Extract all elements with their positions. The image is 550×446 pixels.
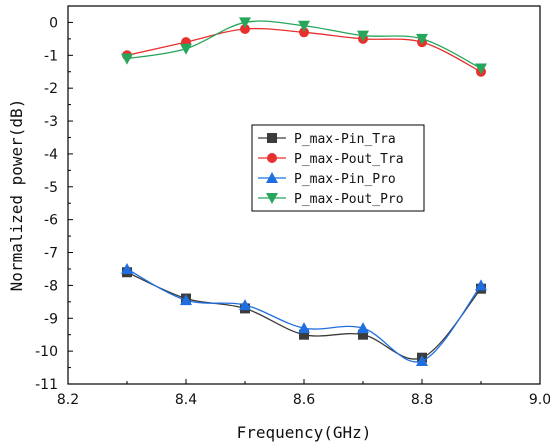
y-axis-title: Normalized power(dB): [7, 99, 26, 292]
data-point: [239, 299, 251, 311]
data-point: [121, 262, 133, 274]
legend-marker: [267, 133, 277, 143]
series-2: [121, 262, 487, 366]
data-point: [475, 63, 487, 75]
data-point: [180, 43, 192, 55]
x-tick-label: 8.6: [293, 392, 315, 408]
y-tick-label: -2: [44, 81, 58, 97]
data-point: [121, 53, 133, 65]
legend-label: P_max-Pout_Pro: [294, 192, 404, 207]
data-point: [358, 329, 368, 340]
x-tick-label: 8.8: [411, 392, 433, 408]
data-point: [239, 17, 251, 29]
legend: P_max-Pin_Tra P_max-Pout_Tra P_max-Pin_Pro…: [251, 124, 425, 212]
data-point: [298, 322, 310, 334]
data-point: [416, 354, 428, 366]
y-tick-label: -8: [44, 278, 58, 294]
y-tick-label: -10: [35, 344, 58, 360]
data-point: [475, 279, 487, 291]
y-tick-label: -6: [44, 213, 58, 229]
data-point: [298, 20, 310, 32]
data-point: [180, 294, 192, 306]
data-point: [240, 24, 250, 35]
legend-box: [251, 124, 425, 212]
y-tick-label: -1: [44, 48, 58, 64]
legend-label: P_max-Pout_Tra: [294, 152, 404, 167]
series-0: [122, 267, 486, 363]
x-axis-title: Frequency(GHz): [237, 423, 372, 442]
x-tick-label: 9.0: [529, 392, 550, 408]
legend-label: P_max-Pin_Pro: [294, 172, 396, 187]
x-tick-label: 8.2: [57, 392, 79, 408]
y-tick-label: -7: [44, 246, 58, 262]
series-line: [126, 271, 482, 360]
series-1: [122, 24, 486, 77]
legend-marker: [266, 193, 278, 204]
legend-marker: [266, 172, 278, 183]
series-3: [121, 17, 487, 75]
data-point: [357, 322, 369, 334]
y-tick-label: -9: [44, 311, 58, 327]
series-line: [126, 268, 482, 363]
y-tick-label: 0: [49, 15, 58, 31]
y-tick-label: -3: [44, 114, 58, 130]
data-point: [299, 27, 309, 38]
x-tick-label: 8.4: [175, 392, 197, 408]
data-point: [357, 30, 369, 42]
y-tick-label: -4: [44, 147, 58, 163]
legend-marker: [267, 153, 277, 163]
y-tick-label: -5: [44, 180, 58, 196]
legend-label: P_max-Pin_Tra: [294, 132, 396, 147]
data-point: [416, 33, 428, 45]
y-tick-label: -11: [35, 377, 58, 393]
data-point: [299, 329, 309, 340]
